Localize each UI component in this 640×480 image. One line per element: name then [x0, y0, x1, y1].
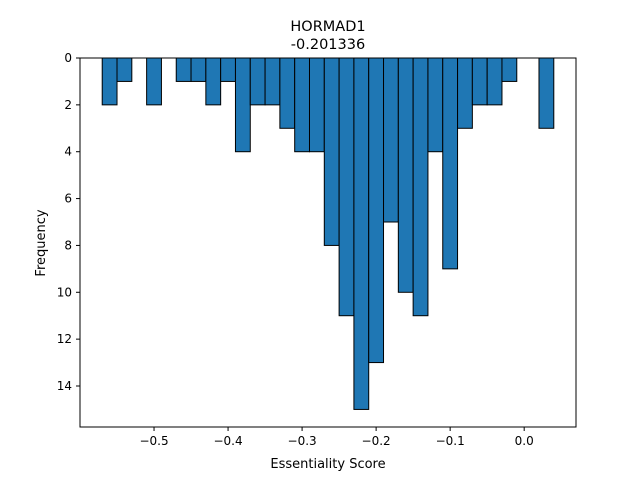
- histogram-bar: [294, 57, 310, 153]
- y-tick-label: 2: [64, 98, 72, 112]
- histogram-bar: [397, 57, 414, 293]
- histogram-bar: [264, 57, 281, 106]
- histogram-bar: [442, 57, 459, 270]
- histogram-bar: [279, 57, 296, 129]
- x-tick-label: −0.3: [288, 434, 317, 448]
- x-tick-label: −0.4: [213, 434, 242, 448]
- x-tick-label: −0.1: [436, 434, 465, 448]
- bar-group: [101, 57, 555, 410]
- histogram-bar: [338, 57, 355, 317]
- histogram-bar: [190, 57, 207, 82]
- chart-subtitle: -0.201336: [291, 37, 365, 53]
- histogram-bar: [146, 57, 162, 106]
- histogram-bar: [368, 57, 385, 364]
- x-axis-label: Essentiality Score: [270, 457, 385, 472]
- histogram-bar: [457, 57, 473, 129]
- histogram-bar: [486, 57, 503, 106]
- histogram-bar: [353, 57, 370, 410]
- histogram-bar: [471, 57, 488, 106]
- y-tick-label: 14: [57, 379, 72, 393]
- y-tick-label: 12: [57, 332, 72, 346]
- histogram-bar: [538, 57, 555, 129]
- histogram-bar: [175, 57, 192, 82]
- chart-title: HORMAD1: [290, 19, 365, 35]
- histogram-bar: [205, 57, 222, 106]
- histogram-bar: [412, 57, 429, 317]
- y-axis-label: Frequency: [34, 209, 49, 276]
- histogram-bar: [116, 57, 133, 82]
- histogram-bar: [308, 57, 325, 153]
- histogram-bar: [249, 57, 266, 106]
- histogram-bar: [101, 57, 118, 106]
- y-axis-ticks: 0 2 4 6 8 10 12 14: [57, 51, 80, 393]
- x-tick-label: −0.5: [139, 434, 168, 448]
- y-tick-label: 6: [64, 192, 72, 206]
- histogram-bar: [427, 57, 444, 153]
- y-tick-label: 8: [64, 238, 72, 252]
- histogram-bar: [501, 57, 518, 82]
- histogram-bar: [323, 57, 340, 246]
- x-axis-ticks: −0.5 −0.4 −0.3 −0.2 −0.1 0.0: [139, 427, 534, 448]
- x-tick-label: −0.2: [362, 434, 391, 448]
- histogram-bar: [234, 57, 251, 153]
- histogram-bar: [220, 57, 236, 82]
- plot-frame: [79, 57, 577, 428]
- y-tick-label: 10: [57, 285, 72, 299]
- y-tick-label: 4: [64, 145, 72, 159]
- y-tick-label: 0: [64, 51, 72, 65]
- x-tick-label: 0.0: [515, 434, 534, 448]
- histogram-bar: [383, 57, 399, 223]
